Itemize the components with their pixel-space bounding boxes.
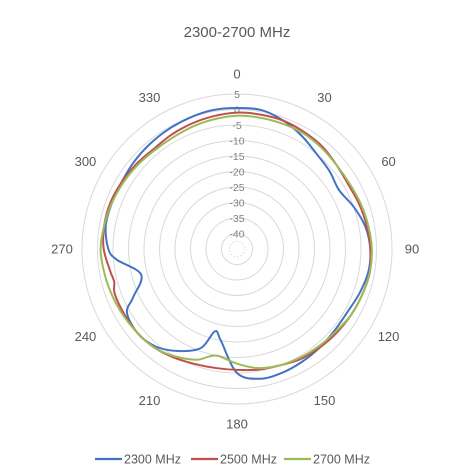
legend-label: 2500 MHz: [220, 453, 277, 467]
angle-label: 60: [381, 154, 395, 169]
grid-ring-inner: [228, 240, 246, 258]
radial-tick-label: 5: [234, 89, 240, 101]
grid-ring: [128, 140, 346, 358]
chart-title: 2300-2700 MHz: [184, 24, 291, 41]
angle-label: 90: [405, 242, 419, 257]
legend-label: 2300 MHz: [124, 453, 181, 467]
grid-ring: [159, 171, 315, 327]
radial-tick-label: -40: [229, 229, 244, 241]
angle-label: 0: [233, 67, 240, 82]
grid-ring: [190, 202, 284, 296]
radial-tick-label: 0: [234, 105, 240, 117]
grid-ring: [174, 186, 300, 312]
series-layer: [99, 106, 373, 380]
grid-ring: [97, 109, 377, 389]
grid-ring: [205, 217, 269, 281]
angle-label: 300: [75, 154, 97, 169]
radial-tick-label: -10: [229, 136, 244, 148]
series-line-1: [102, 111, 372, 372]
radial-tick-label: -15: [229, 151, 244, 163]
angle-label: 330: [139, 90, 161, 105]
legend: 2300 MHz 2500 MHz 2700 MHz: [95, 453, 370, 467]
radial-tick-label: -5: [232, 120, 241, 132]
grid-ring: [81, 93, 393, 405]
grid-ring: [221, 233, 253, 265]
angle-label: 240: [75, 329, 97, 344]
radial-tick-label: -35: [229, 213, 244, 225]
radial-tick-label: -25: [229, 182, 244, 194]
angle-label: 270: [51, 242, 73, 257]
series-line-2: [99, 114, 373, 370]
radial-tick-label: -30: [229, 198, 244, 210]
radial-tick-labels: 5 0 -5 -10 -15 -20 -25 -30 -35 -40: [229, 89, 244, 241]
grid-ring: [143, 155, 331, 343]
angle-label: 210: [139, 393, 161, 408]
angle-labels: 0 30 60 90 120 150 180 210 240 270 300 330: [51, 67, 419, 432]
radial-tick-label: -20: [229, 167, 244, 179]
angle-label: 150: [314, 393, 336, 408]
polar-grid: [81, 93, 393, 405]
legend-label: 2700 MHz: [313, 453, 370, 467]
angle-label: 180: [226, 417, 248, 432]
angle-label: 30: [317, 90, 331, 105]
angle-label: 120: [378, 329, 400, 344]
